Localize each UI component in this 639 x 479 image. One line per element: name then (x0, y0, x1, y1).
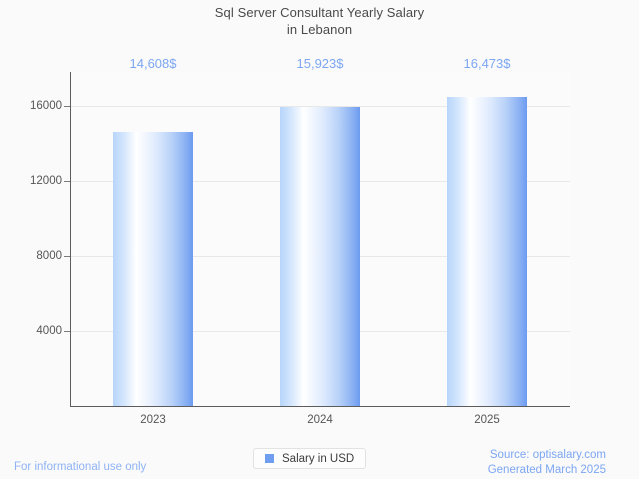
source-text: Source: optisalary.com (489, 449, 606, 461)
tickmark-8000 (64, 256, 70, 257)
chart-title: Sql Server Consultant Yearly Salary in L… (0, 4, 639, 38)
source-block: Source: optisalary.com Generated March 2… (488, 448, 606, 478)
chart-legend[interactable]: Salary in USD (253, 448, 367, 469)
legend-label-salary: Salary in USD (282, 452, 355, 465)
ytick-label-8000: 8000 (36, 250, 62, 262)
y-axis-line (70, 72, 71, 407)
ytick-label-12000: 12000 (30, 175, 62, 187)
xtick-label-2024: 2024 (307, 414, 333, 426)
xtick-label-2023: 2023 (140, 414, 166, 426)
disclaimer-text: For informational use only (14, 461, 147, 473)
generated-text: Generated March 2025 (487, 464, 606, 476)
chart-title-line2: in Lebanon (286, 22, 353, 37)
bar-2025[interactable] (447, 97, 527, 406)
tickmark-12000 (64, 181, 70, 182)
ytick-label-16000: 16000 (30, 100, 62, 112)
x-axis-line (70, 406, 570, 407)
tickmark-4000 (64, 331, 70, 332)
gridline-16000 (71, 106, 570, 107)
value-label-2024: 15,923$ (296, 56, 344, 71)
value-label-2023: 14,608$ (129, 56, 177, 71)
chart-title-line1: Sql Server Consultant Yearly Salary (214, 5, 425, 20)
legend-swatch-icon (265, 454, 274, 463)
ytick-label-4000: 4000 (36, 325, 62, 337)
value-label-2025: 16,473$ (463, 56, 511, 71)
xtick-label-2025: 2025 (474, 414, 500, 426)
bar-2024[interactable] (280, 107, 360, 406)
tickmark-16000 (64, 106, 70, 107)
bar-2023[interactable] (113, 132, 193, 406)
